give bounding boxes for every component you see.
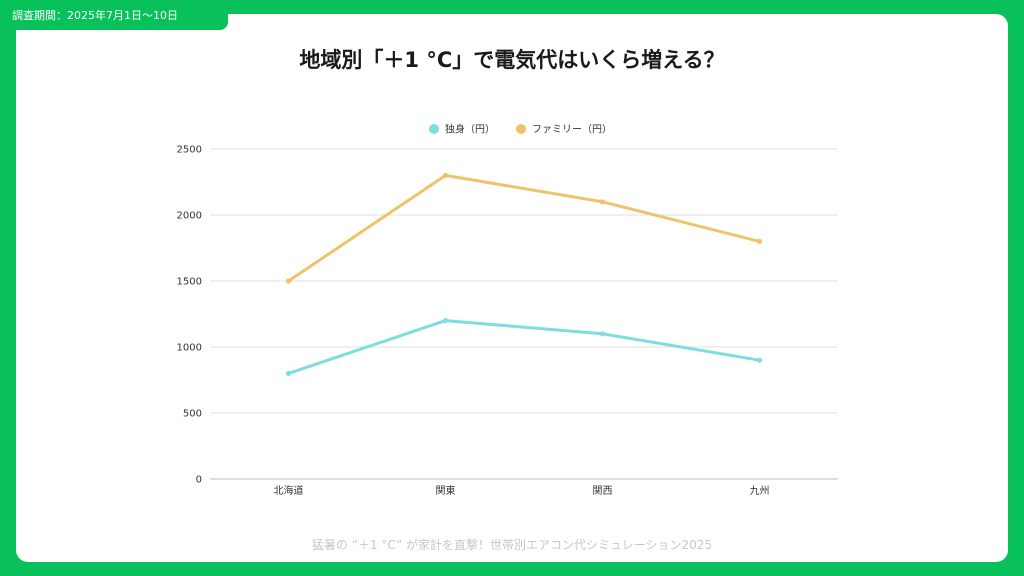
data-point <box>599 199 606 205</box>
chart-title: 地域別「＋1 °C」で電気代はいくら増える？ <box>299 48 725 72</box>
legend-label: 独身（円） <box>445 123 495 136</box>
x-tick-label: 九州 <box>750 485 770 497</box>
data-point <box>599 331 606 337</box>
legend-swatch <box>429 124 439 134</box>
y-tick-label: 2000 <box>177 211 202 222</box>
data-point <box>442 172 449 178</box>
x-tick-label: 関東 <box>436 484 456 497</box>
y-tick-label: 2500 <box>177 145 202 156</box>
data-point <box>285 370 292 376</box>
data-point <box>756 357 763 363</box>
survey-period-tag: 調査期間：2025年7月1日〜10日 <box>0 0 228 30</box>
footer-caption: 猛暑の “＋1 °C” が家計を直撃！世帯別エアコン代シミュレーション2025 <box>311 538 713 552</box>
data-point <box>285 278 292 284</box>
series-line-0 <box>287 319 761 375</box>
y-tick-label: 1000 <box>177 343 202 354</box>
data-point <box>442 318 449 324</box>
y-tick-label: 1500 <box>177 277 202 288</box>
data-point <box>756 238 763 244</box>
series-line-1 <box>287 173 761 283</box>
survey-period-text: 調査期間：2025年7月1日〜10日 <box>12 9 178 22</box>
y-tick-label: 500 <box>183 409 202 420</box>
chart-card <box>16 14 1008 562</box>
legend-label: ファミリー（円） <box>532 124 612 136</box>
x-tick-label: 関西 <box>593 485 613 497</box>
legend-swatch <box>516 124 526 134</box>
x-tick-label: 北海道 <box>274 484 304 497</box>
y-tick-label: 0 <box>196 475 202 486</box>
